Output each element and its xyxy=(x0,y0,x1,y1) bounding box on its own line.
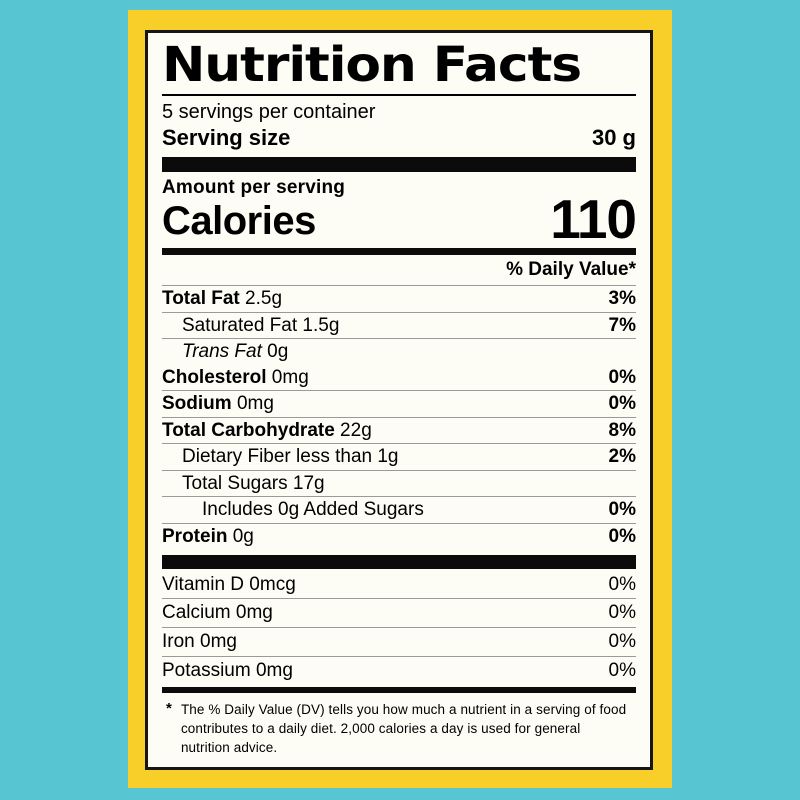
nutrient-daily-value: 0% xyxy=(608,631,636,653)
nutrient-daily-value: 3% xyxy=(608,288,636,310)
nutrient-name-amount: Includes 0g Added Sugars xyxy=(202,499,424,521)
nutrient-name-amount: Iron 0mg xyxy=(162,631,237,653)
nutrient-daily-value: 0% xyxy=(608,660,636,682)
serving-size-value: 30 g xyxy=(591,124,636,150)
nutrient-rows: Total Fat 2.5g 3% Saturated Fat 1.5g 7% Tran… xyxy=(162,285,636,549)
nutrient-name-amount: Total Fat 2.5g xyxy=(162,288,283,310)
nutrient-row: Total Carbohydrate 22g 8% xyxy=(162,416,636,444)
nutrition-facts-panel: Nutrition Facts 5 servings per container… xyxy=(145,30,653,770)
calories-label: Calories xyxy=(162,199,316,244)
nutrient-name-amount: Vitamin D 0mcg xyxy=(162,573,296,595)
nutrient-row: Saturated Fat 1.5g 7% xyxy=(162,311,636,339)
nutrient-name-amount: Sodium 0mg xyxy=(162,393,274,415)
nutrient-row: Sodium 0mg 0% xyxy=(162,390,636,417)
amount-per-serving: Amount per serving xyxy=(162,177,346,199)
calories-row: Calories 110 xyxy=(162,188,637,251)
nutrient-row: Trans Fat 0g xyxy=(162,338,636,365)
section-bar-middle xyxy=(162,554,636,569)
vitamin-row: Potassium 0mg 0% xyxy=(162,656,636,685)
section-bar-bottom xyxy=(162,687,636,694)
daily-value-header: % Daily Value* xyxy=(506,259,636,281)
footnote-text: The % Daily Value (DV) tells you how muc… xyxy=(180,702,627,755)
vitamin-row: Calcium 0mg 0% xyxy=(162,598,636,627)
nutrient-row: Total Sugars 17g xyxy=(162,469,636,497)
calories-divider-bar xyxy=(162,248,636,256)
nutrient-daily-value: 0% xyxy=(608,602,636,624)
nutrient-name-amount: Potassium 0mg xyxy=(162,660,293,682)
nutrient-daily-value: 7% xyxy=(608,314,636,336)
nutrient-name-amount: Cholesterol 0mg xyxy=(162,366,309,388)
serving-size-label: Serving size xyxy=(162,124,291,150)
footnote-asterisk: * xyxy=(166,700,172,718)
title-divider xyxy=(162,93,636,96)
nutrient-row: Protein 0g 0% xyxy=(162,523,636,550)
nutrient-name-amount: Trans Fat 0g xyxy=(182,341,289,363)
section-bar-top xyxy=(162,157,636,173)
nutrient-row: Dietary Fiber less than 1g 2% xyxy=(162,443,636,470)
nutrient-row: Total Fat 2.5g 3% xyxy=(162,285,636,312)
servings-per-container: 5 servings per container xyxy=(162,100,376,123)
footnote: * The % Daily Value (DV) tells you how m… xyxy=(162,700,636,758)
vitamin-row: Vitamin D 0mcg 0% xyxy=(162,571,636,599)
label-card: Nutrition Facts 5 servings per container… xyxy=(128,10,672,788)
serving-size-row: Serving size 30 g xyxy=(162,125,636,151)
nutrient-daily-value: 0% xyxy=(608,526,636,547)
vitamin-rows: Vitamin D 0mcg 0% Calcium 0mg 0% Iron 0mg 0% P… xyxy=(162,571,636,686)
nutrient-row: Cholesterol 0mg 0% xyxy=(162,365,636,391)
nutrient-name-amount: Dietary Fiber less than 1g xyxy=(182,446,399,468)
nutrient-daily-value: 0% xyxy=(608,366,636,388)
panel-title: Nutrition Facts xyxy=(162,37,582,93)
nutrient-name-amount: Calcium 0mg xyxy=(162,602,273,624)
nutrient-row: Includes 0g Added Sugars 0% xyxy=(162,496,636,523)
nutrient-daily-value: 0% xyxy=(608,573,636,595)
nutrient-daily-value: 2% xyxy=(608,446,636,468)
nutrient-name-amount: Protein 0g xyxy=(162,526,254,547)
nutrient-name-amount: Total Carbohydrate 22g xyxy=(162,419,372,441)
nutrient-daily-value: 0% xyxy=(608,393,636,415)
nutrient-daily-value: 8% xyxy=(608,419,636,441)
calories-value: 110 xyxy=(550,188,637,251)
vitamin-row: Iron 0mg 0% xyxy=(162,627,636,656)
nutrient-name-amount: Total Sugars 17g xyxy=(182,472,325,494)
nutrient-name-amount: Saturated Fat 1.5g xyxy=(182,314,340,336)
nutrient-daily-value: 0% xyxy=(608,499,636,521)
